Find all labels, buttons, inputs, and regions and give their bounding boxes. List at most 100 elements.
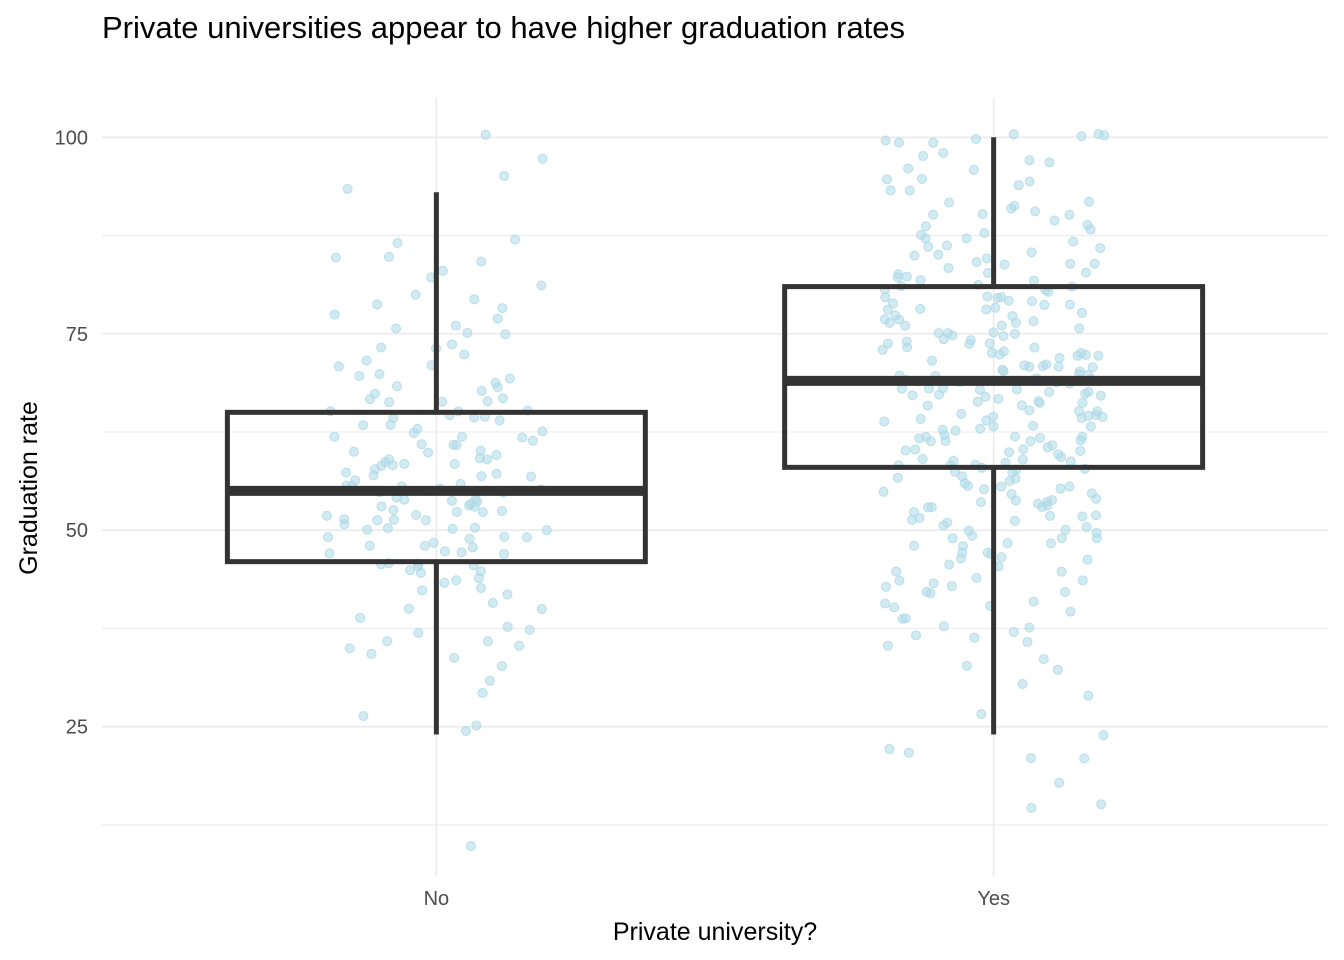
data-point	[1035, 432, 1046, 443]
y-tick-label: 25	[66, 717, 88, 739]
data-point	[961, 233, 972, 244]
data-point	[537, 426, 548, 437]
data-point	[527, 435, 538, 446]
data-point	[459, 349, 470, 360]
data-point	[988, 327, 999, 338]
data-point	[447, 523, 458, 534]
y-tick-label: 50	[66, 520, 88, 542]
data-point	[957, 471, 968, 482]
data-point	[1076, 307, 1087, 318]
data-point	[1065, 258, 1076, 269]
data-point	[348, 446, 359, 457]
x-tick-label: Yes	[977, 888, 1010, 910]
data-point	[490, 377, 501, 388]
data-point	[938, 520, 949, 531]
data-point	[410, 289, 421, 300]
data-point	[915, 275, 926, 286]
data-point	[981, 304, 992, 315]
data-point	[521, 532, 532, 543]
data-point	[928, 209, 939, 220]
data-point	[1008, 626, 1019, 637]
data-point	[1017, 454, 1028, 465]
data-point	[1024, 155, 1035, 166]
data-point	[903, 747, 914, 758]
data-point	[882, 338, 893, 349]
data-point	[1091, 527, 1102, 538]
data-point	[909, 250, 920, 261]
data-point	[477, 687, 488, 698]
data-point	[1093, 350, 1104, 361]
data-point	[484, 675, 495, 686]
data-point	[879, 416, 890, 427]
data-point	[372, 515, 383, 526]
data-point	[329, 431, 340, 442]
data-point	[984, 338, 995, 349]
data-point	[1095, 243, 1106, 254]
data-point	[970, 134, 981, 145]
data-point	[411, 509, 422, 520]
data-point	[907, 390, 918, 401]
data-point	[1077, 397, 1088, 408]
data-point	[420, 515, 431, 526]
data-point	[938, 621, 949, 632]
data-point	[885, 185, 896, 196]
data-point	[928, 137, 939, 148]
data-point	[1084, 196, 1095, 207]
data-point	[456, 431, 467, 442]
data-point	[500, 329, 511, 340]
data-point	[900, 445, 911, 456]
data-point	[998, 346, 1009, 357]
data-point	[975, 497, 986, 508]
data-point	[491, 449, 502, 460]
data-point	[890, 310, 901, 321]
data-point	[369, 388, 380, 399]
data-point	[460, 726, 471, 737]
data-point	[891, 566, 902, 577]
data-point	[355, 612, 366, 623]
data-point	[909, 540, 920, 551]
data-point	[1049, 215, 1060, 226]
data-point	[1096, 799, 1107, 810]
data-point	[475, 566, 486, 577]
data-point	[914, 512, 925, 523]
data-point	[471, 720, 482, 731]
data-point	[927, 355, 938, 366]
data-point	[382, 636, 393, 647]
data-point	[517, 432, 528, 443]
data-point	[880, 135, 891, 146]
data-point	[997, 364, 1008, 375]
data-point	[1074, 406, 1085, 417]
data-point	[1026, 247, 1037, 258]
data-point	[1006, 203, 1017, 214]
y-tick-label: 75	[66, 324, 88, 346]
data-point	[419, 540, 430, 551]
data-point	[497, 393, 508, 404]
data-point	[971, 257, 982, 268]
data-point	[1055, 483, 1066, 494]
data-point	[1075, 347, 1086, 358]
data-point	[482, 396, 493, 407]
tick-layer: 25 50 75 100 No Yes	[55, 127, 1010, 910]
data-point	[1064, 299, 1075, 310]
data-point	[1068, 236, 1079, 247]
data-point	[986, 347, 997, 358]
data-point	[437, 396, 448, 407]
data-point	[910, 444, 921, 455]
data-point	[1095, 390, 1106, 401]
data-point	[1076, 131, 1087, 142]
data-point	[1017, 678, 1028, 689]
data-point	[901, 336, 912, 347]
data-point	[918, 151, 929, 162]
data-point	[977, 209, 988, 220]
data-point	[1047, 440, 1058, 451]
data-point	[892, 472, 903, 483]
data-point	[920, 431, 931, 442]
data-point	[437, 265, 448, 276]
data-point	[1028, 596, 1039, 607]
data-point	[957, 541, 968, 552]
chart-title: Private universities appear to have high…	[102, 10, 906, 45]
data-point	[1064, 209, 1075, 220]
data-point	[1075, 445, 1086, 456]
